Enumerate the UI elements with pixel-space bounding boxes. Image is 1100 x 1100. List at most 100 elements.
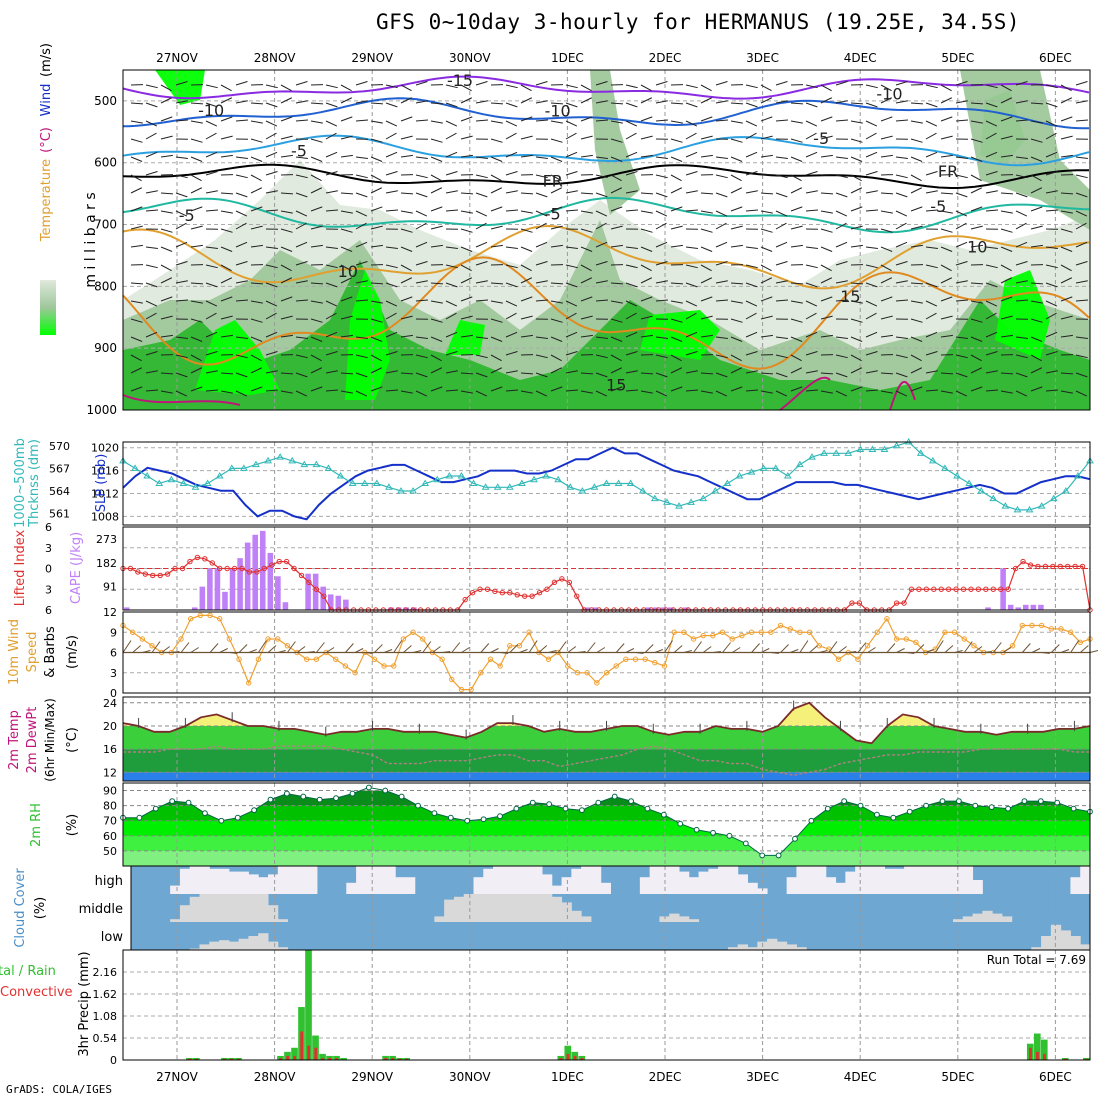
thickness-marker	[239, 464, 248, 471]
wind-barb	[310, 244, 323, 248]
wind-barb	[235, 174, 248, 179]
wind-barb	[550, 174, 562, 182]
wind-barb	[520, 84, 532, 92]
wind-speed-marker	[797, 629, 803, 635]
rh-marker	[874, 811, 880, 818]
cape-bar	[191, 607, 198, 610]
rh-marker	[218, 817, 225, 824]
surface-wind-barb	[925, 649, 934, 653]
wind-barb	[580, 315, 593, 320]
wind-barb	[850, 367, 863, 374]
surface-wind-barb	[654, 649, 664, 653]
wind-barb	[385, 300, 398, 307]
wind-barb	[160, 334, 173, 338]
surface-wind-barb	[548, 650, 557, 653]
wind-speed-label: Speed	[25, 632, 40, 673]
cloud-high-bar	[904, 866, 915, 894]
wind-barb	[1075, 354, 1088, 359]
lifted-index-marker	[157, 572, 163, 579]
wind-barb	[1060, 192, 1074, 195]
thickness-marker	[409, 487, 417, 494]
chart-title: GFS 0~10day 3-hourly for HERMANUS (19.25…	[376, 10, 1021, 34]
wind-barb	[745, 120, 758, 127]
wind-barb	[235, 390, 248, 397]
cloud-middle-bar	[992, 913, 1003, 922]
wind-speed-marker	[236, 656, 242, 662]
wind-barb	[1030, 206, 1043, 212]
wind-barb	[700, 246, 713, 252]
surface-wind-barb	[286, 641, 296, 653]
wind-barb	[130, 354, 142, 362]
pressure-axis-title: m i l l i b a r s	[83, 192, 99, 287]
wind-barb	[1015, 372, 1028, 378]
wind-barb	[625, 282, 638, 288]
wind-barb	[655, 390, 668, 397]
wind-barb	[565, 246, 578, 249]
wind-barb	[1015, 390, 1028, 397]
wind-barb	[745, 264, 758, 269]
wind-barb	[865, 331, 878, 338]
cloud-axis-title: Cloud Cover	[13, 868, 28, 948]
wind-barb	[175, 261, 188, 266]
thickness-marker	[953, 471, 961, 479]
wind-barb	[295, 81, 308, 86]
wind-barb	[865, 300, 878, 307]
lifted-index-marker	[150, 572, 156, 579]
wind-barb	[640, 390, 653, 394]
cloud-high-bar	[796, 866, 807, 894]
wind-barb	[205, 246, 218, 249]
surface-wind-barb	[1060, 649, 1070, 653]
wind-barb	[355, 81, 368, 86]
temp-tick-label: 16	[103, 743, 117, 756]
cloud-unit-label: (%)	[33, 897, 48, 920]
wind-barb	[880, 372, 894, 375]
wind-barb	[460, 264, 472, 272]
rh-tick-label: 70	[103, 815, 117, 828]
precip-convective-bar	[1064, 1058, 1067, 1060]
wind-barb	[550, 282, 564, 285]
wind-barb	[970, 120, 983, 124]
wind-barb	[265, 389, 278, 392]
wind-barb	[460, 277, 473, 284]
wind-barb	[475, 81, 488, 86]
cloud-low-bar	[796, 947, 807, 950]
cloud-high-bar	[365, 866, 377, 894]
wind-barb	[670, 174, 682, 182]
wind-barb	[265, 151, 278, 158]
wind-barb	[955, 280, 968, 284]
wind-barb	[190, 300, 203, 304]
wind-barb	[1000, 192, 1014, 195]
surface-wind-barb	[983, 651, 992, 653]
wind-barb	[805, 282, 818, 288]
wind-barb	[175, 241, 188, 248]
wind-barb	[865, 84, 878, 89]
wind-barb	[370, 174, 382, 182]
precip-tick-label: 0	[110, 1054, 117, 1067]
cloud-low-bar	[776, 941, 788, 950]
wind-barb	[805, 171, 818, 176]
wind-barb	[535, 222, 547, 230]
wind-barb	[820, 210, 833, 214]
wind-barb	[640, 315, 653, 320]
wind-barb	[325, 151, 338, 158]
wind-barb	[475, 119, 488, 122]
wind-barb	[670, 187, 683, 194]
precip-convective-bar	[314, 1047, 318, 1060]
wind-barb	[940, 246, 953, 252]
wind-barb	[565, 351, 578, 356]
wind-barb	[715, 156, 728, 159]
wind-barb	[295, 192, 308, 198]
lifted-index-marker	[975, 586, 982, 592]
wind-barb	[610, 354, 622, 362]
wind-barb	[295, 210, 308, 217]
rh-marker	[152, 805, 159, 812]
cloud-middle-bar	[209, 894, 220, 922]
lifted-index-marker	[559, 576, 565, 582]
wind-barb	[475, 280, 488, 284]
wind-barb	[295, 372, 308, 378]
wind-speed-marker	[961, 636, 967, 642]
wind-barb	[985, 246, 998, 249]
wind-barb	[955, 100, 968, 104]
wind-barb	[730, 156, 743, 162]
wind-barb	[970, 174, 982, 182]
